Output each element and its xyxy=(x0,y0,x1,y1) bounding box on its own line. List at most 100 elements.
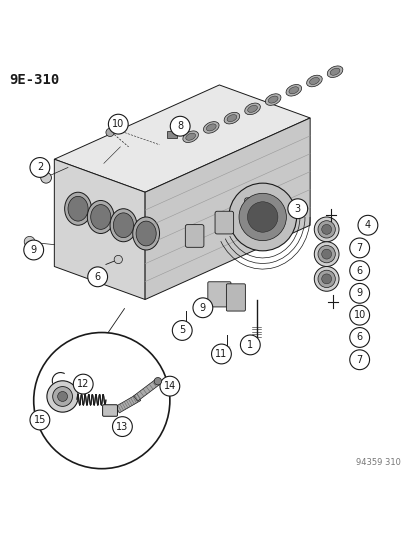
Circle shape xyxy=(321,224,331,235)
Circle shape xyxy=(287,199,307,219)
Circle shape xyxy=(317,246,335,263)
Circle shape xyxy=(349,238,369,258)
Text: 4: 4 xyxy=(364,220,370,230)
Circle shape xyxy=(112,417,132,437)
Text: 7: 7 xyxy=(356,243,362,253)
Ellipse shape xyxy=(113,213,133,238)
Ellipse shape xyxy=(110,209,137,242)
Ellipse shape xyxy=(183,131,198,142)
Text: 9: 9 xyxy=(356,288,362,298)
Text: 14: 14 xyxy=(164,381,176,391)
Text: 15: 15 xyxy=(33,415,46,425)
Circle shape xyxy=(30,158,50,177)
Text: 13: 13 xyxy=(116,422,128,432)
Text: 10: 10 xyxy=(112,119,124,129)
Ellipse shape xyxy=(326,66,342,77)
Circle shape xyxy=(47,381,78,412)
Circle shape xyxy=(24,240,43,260)
Text: 9: 9 xyxy=(199,303,205,313)
FancyBboxPatch shape xyxy=(102,405,117,416)
Circle shape xyxy=(321,249,331,259)
Ellipse shape xyxy=(330,68,339,75)
Circle shape xyxy=(313,266,338,291)
Ellipse shape xyxy=(203,122,218,133)
Circle shape xyxy=(349,328,369,348)
Circle shape xyxy=(106,128,114,136)
FancyBboxPatch shape xyxy=(244,198,263,221)
Text: 2: 2 xyxy=(37,163,43,173)
Ellipse shape xyxy=(244,103,260,115)
Circle shape xyxy=(247,202,277,232)
Circle shape xyxy=(317,221,335,238)
Text: 10: 10 xyxy=(353,310,365,320)
Polygon shape xyxy=(54,85,309,192)
Ellipse shape xyxy=(288,87,298,94)
Ellipse shape xyxy=(133,217,159,250)
Ellipse shape xyxy=(223,112,239,124)
Circle shape xyxy=(349,305,369,325)
FancyBboxPatch shape xyxy=(226,284,245,311)
Polygon shape xyxy=(54,159,145,300)
Ellipse shape xyxy=(226,115,236,122)
Ellipse shape xyxy=(185,133,195,140)
Circle shape xyxy=(211,344,231,364)
Circle shape xyxy=(313,217,338,242)
Circle shape xyxy=(192,298,212,318)
Circle shape xyxy=(40,172,51,183)
Circle shape xyxy=(170,116,190,136)
Circle shape xyxy=(52,386,72,406)
Ellipse shape xyxy=(90,205,111,229)
Text: 6: 6 xyxy=(94,272,100,282)
Polygon shape xyxy=(133,379,159,401)
Circle shape xyxy=(238,193,286,241)
Polygon shape xyxy=(145,118,309,300)
Circle shape xyxy=(317,270,335,287)
FancyBboxPatch shape xyxy=(207,282,230,307)
Circle shape xyxy=(349,350,369,370)
Text: 3: 3 xyxy=(294,204,300,214)
Ellipse shape xyxy=(87,200,114,233)
Text: 94359 310: 94359 310 xyxy=(355,458,400,466)
Ellipse shape xyxy=(247,106,257,112)
Circle shape xyxy=(57,392,67,401)
Bar xyxy=(182,324,188,328)
Ellipse shape xyxy=(268,96,278,103)
Ellipse shape xyxy=(265,94,280,106)
Circle shape xyxy=(172,320,192,341)
Text: 12: 12 xyxy=(77,379,89,389)
Text: 6: 6 xyxy=(356,265,362,276)
Circle shape xyxy=(154,377,161,385)
Circle shape xyxy=(349,284,369,303)
Circle shape xyxy=(349,261,369,280)
Circle shape xyxy=(33,333,169,469)
Polygon shape xyxy=(115,394,140,413)
Circle shape xyxy=(357,215,377,235)
Circle shape xyxy=(313,242,338,266)
Text: 1: 1 xyxy=(247,340,253,350)
Ellipse shape xyxy=(136,221,156,246)
Circle shape xyxy=(108,114,128,134)
FancyBboxPatch shape xyxy=(214,211,233,234)
Ellipse shape xyxy=(206,124,216,131)
Circle shape xyxy=(73,374,93,394)
Circle shape xyxy=(240,335,260,355)
Circle shape xyxy=(30,410,50,430)
Ellipse shape xyxy=(285,85,301,96)
Circle shape xyxy=(24,236,35,247)
Circle shape xyxy=(88,267,107,287)
Bar xyxy=(166,131,176,138)
Ellipse shape xyxy=(309,77,318,85)
Ellipse shape xyxy=(306,75,321,87)
Ellipse shape xyxy=(68,196,88,221)
Ellipse shape xyxy=(64,192,91,225)
Text: 6: 6 xyxy=(356,333,362,343)
Text: 9E-310: 9E-310 xyxy=(9,74,59,87)
Circle shape xyxy=(321,274,331,284)
Text: 11: 11 xyxy=(215,349,227,359)
Circle shape xyxy=(114,255,122,264)
FancyBboxPatch shape xyxy=(185,224,204,247)
Text: 8: 8 xyxy=(177,121,183,131)
Text: 9: 9 xyxy=(31,245,37,255)
Circle shape xyxy=(159,376,179,396)
Circle shape xyxy=(228,183,296,251)
